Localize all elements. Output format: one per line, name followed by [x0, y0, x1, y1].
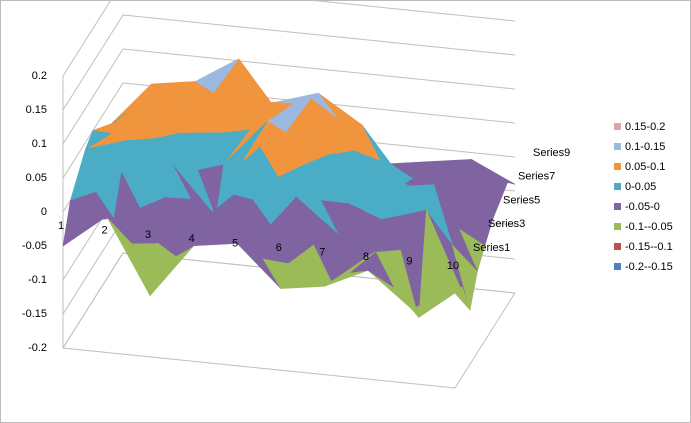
legend-label: -0.05-0 — [625, 201, 660, 213]
legend-swatch — [614, 123, 621, 130]
grid-line — [62, 0, 516, 77]
legend-label: 0.15-0.2 — [625, 121, 665, 133]
legend-swatch — [614, 143, 621, 150]
surface-face — [302, 98, 330, 165]
surface-face — [412, 166, 439, 181]
grid-line — [62, 48, 516, 145]
surface-face — [113, 172, 140, 219]
surface-face — [259, 120, 286, 147]
x-tick-label: 4 — [189, 233, 195, 245]
surface-face — [280, 262, 307, 289]
surface-face — [382, 186, 409, 220]
surface-face — [463, 159, 490, 186]
depth-tick-label: Series7 — [518, 171, 555, 183]
z-tick-label: -0.2 — [28, 342, 47, 354]
legend-label: 0.05-0.1 — [625, 161, 665, 173]
surface-face — [187, 81, 214, 101]
surface-face — [323, 272, 351, 287]
surface-face — [70, 174, 97, 201]
surface-face — [236, 238, 264, 259]
x-tick-label: 6 — [276, 242, 282, 254]
z-tick-label: -0.15 — [22, 308, 47, 320]
z-tick-label: -0.1 — [28, 274, 47, 286]
surface-face — [367, 251, 394, 288]
legend-swatch — [614, 263, 621, 270]
surface-face — [215, 161, 242, 218]
surface-face — [310, 92, 337, 117]
legend-label: -0.1--0.05 — [625, 221, 673, 233]
surface-face — [230, 58, 258, 133]
x-tick-label: 2 — [101, 224, 107, 236]
surface-face — [251, 146, 279, 200]
surface-face — [164, 164, 191, 199]
surface-face — [85, 130, 112, 150]
depth-tick-label: Series9 — [533, 147, 570, 159]
depth-tick-label: Series3 — [488, 218, 525, 230]
x-tick-label: 10 — [447, 260, 459, 272]
surface-face — [121, 139, 148, 173]
surface-face — [128, 114, 155, 141]
surface-face — [353, 124, 381, 161]
grid-line — [62, 14, 516, 111]
surface-face — [193, 240, 220, 246]
legend-swatch — [614, 183, 621, 190]
surface-face — [143, 83, 170, 110]
surface-face — [418, 209, 445, 318]
legend-label: 0.1-0.15 — [625, 141, 665, 153]
z-tick-label: 0 — [41, 206, 47, 218]
surface-face — [149, 242, 176, 297]
surface-face — [77, 148, 104, 175]
legend-label: 0-0.05 — [625, 181, 656, 193]
surface-face — [411, 301, 438, 318]
z-tick-label: -0.05 — [22, 240, 47, 252]
surface-face — [456, 184, 483, 191]
surface-face — [266, 102, 294, 122]
surface-face — [426, 184, 453, 245]
z-tick-label: 0.15 — [26, 104, 47, 116]
depth-tick-label: Series5 — [503, 194, 540, 206]
surface-face — [172, 132, 199, 170]
surface-face — [136, 109, 163, 115]
surface-face — [448, 189, 475, 209]
surface-face — [200, 214, 227, 241]
surface-face — [331, 235, 358, 282]
depth-tick-label: Series1 — [473, 242, 510, 254]
z-tick-label: 0.05 — [26, 172, 47, 184]
x-tick-label: 9 — [406, 255, 412, 267]
surface-face — [106, 216, 133, 244]
surface-face — [346, 150, 373, 204]
x-tick-label: 7 — [319, 247, 325, 259]
surface-face — [375, 219, 402, 252]
surface-face — [420, 161, 447, 169]
surface-face — [287, 196, 315, 264]
x-tick-label: 3 — [145, 229, 151, 241]
legend-swatch — [614, 223, 621, 230]
legend-swatch — [614, 243, 621, 250]
x-tick-label: 1 — [58, 220, 64, 232]
surface-face — [244, 198, 271, 239]
surface-face — [295, 164, 322, 201]
surface-face — [179, 100, 206, 133]
x-tick-label: 8 — [363, 251, 369, 263]
legend-swatch — [614, 203, 621, 210]
z-tick-label: 0.2 — [32, 70, 47, 82]
surface-face — [157, 196, 184, 244]
grid-line — [62, 82, 516, 179]
legend-label: -0.15--0.1 — [625, 241, 673, 253]
surface-face — [338, 202, 366, 236]
x-tick-label: 5 — [232, 238, 238, 250]
legend-swatch — [614, 163, 621, 170]
surface-face — [223, 129, 250, 165]
legend-label: -0.2--0.15 — [625, 261, 673, 273]
z-tick-label: 0.1 — [32, 138, 47, 150]
surface-face — [62, 199, 89, 247]
